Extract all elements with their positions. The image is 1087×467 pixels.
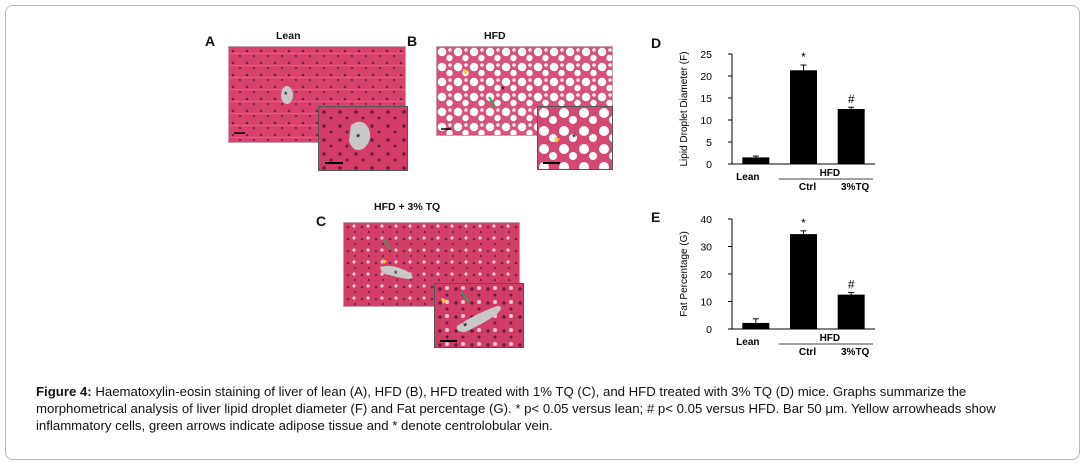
chart-fat-percentage: Fat Percentage (G) 0 10 20 30 40 Lean * Ctrl #3%T… xyxy=(679,214,875,358)
bar-ctrl xyxy=(790,70,817,164)
category-label: 3%TQ xyxy=(841,347,870,358)
y-tick-label: 20 xyxy=(700,71,712,83)
y-tick-label: 5 xyxy=(706,137,712,149)
y-tick-label: 30 xyxy=(700,242,712,254)
panel-letter-e: E xyxy=(651,209,661,225)
svg-text:*: * xyxy=(284,90,288,100)
bar-lean xyxy=(742,322,770,329)
svg-text:*: * xyxy=(356,132,361,144)
y-tick-label: 0 xyxy=(706,159,712,171)
significance-mark: # xyxy=(848,277,855,291)
panel-letter-c: C xyxy=(316,213,327,229)
y-axis-label: Fat Percentage (G) xyxy=(679,231,690,317)
y-axis-label: Lipid Droplet Diameter (F) xyxy=(679,51,690,166)
chart-lipid-droplet-diameter: Lipid Droplet Diameter (F) 0 5 10 15 20 25 Lean… xyxy=(679,49,875,193)
svg-text:*: * xyxy=(394,269,398,279)
caption-text: Haematoxylin-eosin staining of liver of … xyxy=(36,384,996,433)
panel-title-c: HFD + 3% TQ xyxy=(374,201,441,213)
figure-caption: Figure 4: Haematoxylin-eosin staining of… xyxy=(36,383,1056,434)
category-label: Lean xyxy=(736,337,759,348)
micrograph-hfd-tq-inset: * xyxy=(434,283,524,348)
svg-text:*: * xyxy=(463,321,468,333)
micrograph-hfd-inset: * xyxy=(537,106,613,170)
category-label: Ctrl xyxy=(799,182,816,193)
group-label: HFD xyxy=(820,333,841,344)
panel-title-b: HFD xyxy=(484,30,506,42)
panel-letter-a: A xyxy=(205,33,216,49)
y-tick-label: 40 xyxy=(700,214,712,226)
significance-mark: * xyxy=(801,50,806,64)
y-tick-label: 10 xyxy=(700,297,712,309)
bar-lean xyxy=(742,157,770,164)
bar-ctrl xyxy=(790,234,817,329)
bar-3tq xyxy=(837,109,865,164)
y-tick-label: 15 xyxy=(700,93,712,105)
micrograph-lean-inset: * xyxy=(318,106,408,171)
y-tick-label: 20 xyxy=(700,269,712,281)
bar-3tq xyxy=(837,294,865,329)
category-label: Lean xyxy=(736,172,759,183)
group-label: HFD xyxy=(820,168,841,179)
caption-label: Figure 4: xyxy=(36,384,92,399)
y-tick-label: 25 xyxy=(700,49,712,61)
svg-text:*: * xyxy=(501,85,505,96)
svg-text:*: * xyxy=(572,132,577,144)
significance-mark: # xyxy=(848,92,855,106)
panel-letter-d: D xyxy=(651,35,662,51)
panel-title-a: Lean xyxy=(276,30,301,42)
y-tick-label: 10 xyxy=(700,115,712,127)
y-tick-label: 0 xyxy=(706,324,712,336)
significance-mark: * xyxy=(801,216,806,230)
panel-letter-b: B xyxy=(407,33,418,49)
category-label: 3%TQ xyxy=(841,182,870,193)
category-label: Ctrl xyxy=(799,347,816,358)
